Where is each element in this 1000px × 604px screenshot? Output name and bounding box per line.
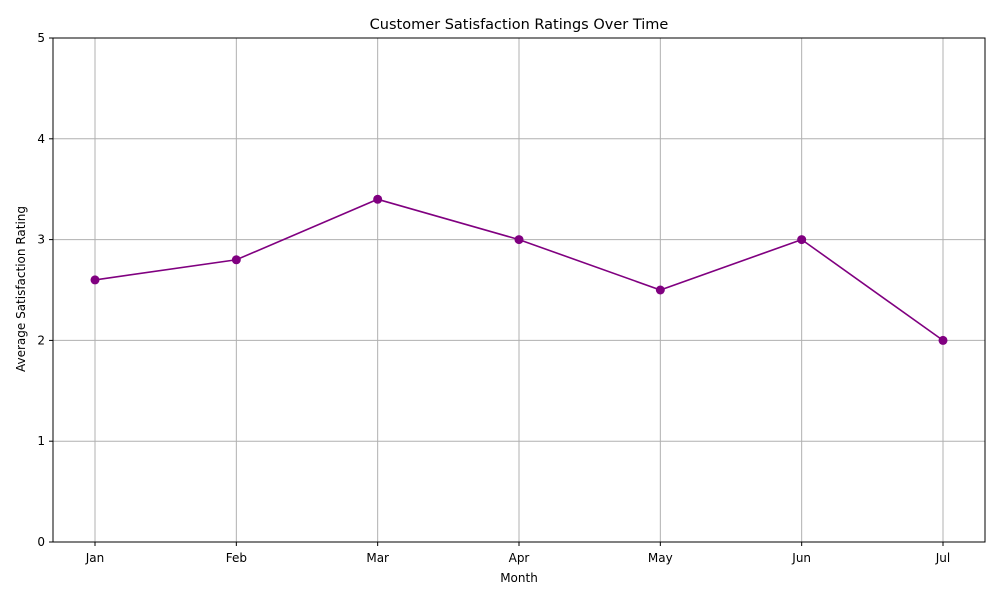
x-tick-label: May bbox=[648, 551, 673, 565]
tick-marks: Jan Feb Mar Apr May Jun Jul 0 1 2 3 4 5 bbox=[37, 31, 950, 565]
data-point bbox=[655, 285, 665, 295]
y-axis-label: Average Satisfaction Rating bbox=[14, 206, 28, 372]
data-point bbox=[797, 235, 807, 245]
data-series bbox=[90, 194, 948, 345]
data-point bbox=[231, 255, 241, 265]
y-tick-label: 1 bbox=[37, 434, 45, 448]
y-tick-label: 2 bbox=[37, 333, 45, 347]
x-tick-label: Mar bbox=[366, 551, 389, 565]
grid-lines bbox=[53, 37, 985, 543]
x-axis-label: Month bbox=[500, 571, 538, 585]
y-tick-label: 5 bbox=[37, 31, 45, 45]
x-tick-label: Feb bbox=[226, 551, 247, 565]
x-tick-label: Jun bbox=[791, 551, 811, 565]
x-tick-label: Jul bbox=[935, 551, 950, 565]
data-point bbox=[373, 194, 383, 204]
x-tick-label: Jan bbox=[85, 551, 105, 565]
data-point bbox=[938, 335, 948, 345]
x-tick-label: Apr bbox=[509, 551, 530, 565]
y-tick-label: 3 bbox=[37, 233, 45, 247]
y-tick-label: 4 bbox=[37, 132, 45, 146]
y-tick-label: 0 bbox=[37, 535, 45, 549]
chart-title: Customer Satisfaction Ratings Over Time bbox=[370, 17, 669, 33]
data-point bbox=[514, 235, 524, 245]
data-point bbox=[90, 275, 100, 285]
